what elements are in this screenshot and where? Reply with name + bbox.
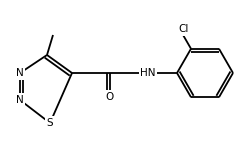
Text: N: N <box>16 68 24 78</box>
Text: O: O <box>105 92 114 102</box>
Text: HN: HN <box>140 68 155 78</box>
Text: Cl: Cl <box>177 24 188 34</box>
Text: N: N <box>16 95 24 105</box>
Text: S: S <box>47 118 53 128</box>
